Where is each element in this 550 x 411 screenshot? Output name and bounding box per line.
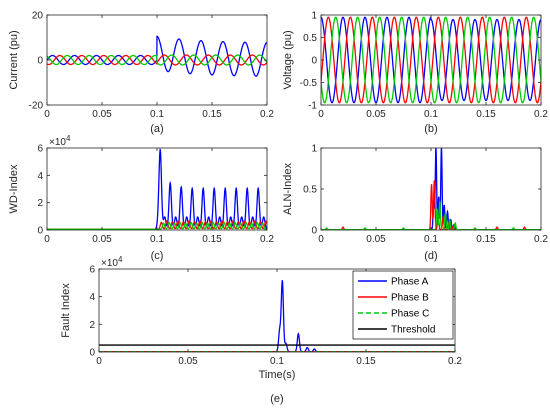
legend: Phase A Phase B Phase C Threshold <box>352 270 454 340</box>
series-line-1 <box>321 180 541 230</box>
subplot-caption: (e) <box>270 393 283 405</box>
x-tick-label: 0 <box>318 234 324 245</box>
x-tick-label: 0.05 <box>92 234 112 245</box>
x-tick-label: 0.2 <box>448 356 462 367</box>
y-tick-label: 6 <box>37 144 43 155</box>
x-tick-label: 0.1 <box>424 234 438 245</box>
y-tick-label: 20 <box>32 11 44 22</box>
y-tick-label: 4 <box>37 171 43 182</box>
x-tick-label: 0.2 <box>534 109 548 120</box>
x-tick-label: 0.15 <box>476 109 496 120</box>
y-tick-label: 0 <box>311 226 317 237</box>
series-group <box>47 35 267 77</box>
legend-entry: Phase C <box>391 309 429 320</box>
y-axis-label: Fault Index <box>60 283 72 338</box>
y-tick-label: 1 <box>311 11 317 22</box>
y-tick-label: 0.5 <box>303 33 317 44</box>
y-tick-label: 0 <box>37 56 43 67</box>
y-exponent-label: ×104 <box>49 134 71 148</box>
y-tick-label: 0.5 <box>303 185 317 196</box>
x-tick-label: 0.1 <box>150 109 164 120</box>
series-line-2 <box>47 54 267 66</box>
x-tick-label: 0.05 <box>92 109 112 120</box>
y-tick-label: 0 <box>89 348 95 359</box>
x-tick-label: 0.05 <box>366 109 386 120</box>
subplot-b: 0 0.05 0.1 0.15 0.2 -1 -0.5 0 0.5 1 Voltage (pu) (b… <box>282 11 548 136</box>
y-tick-label: 1 <box>311 144 317 155</box>
x-tick-label: 0.1 <box>150 234 164 245</box>
series-line-0 <box>47 35 267 77</box>
subplot-d: 0 0.05 0.1 0.15 0.2 0 0.5 1 ALN-Index (d) <box>282 144 548 263</box>
y-tick-label: 0 <box>37 226 43 237</box>
x-tick-label: 0 <box>44 234 50 245</box>
x-tick-label: 0.2 <box>534 234 548 245</box>
y-exponent-label: ×104 <box>101 255 123 269</box>
x-tick-label: 0 <box>44 109 50 120</box>
x-tick-label: 0.15 <box>476 234 496 245</box>
y-tick-label: -1 <box>308 101 317 112</box>
y-axis-label: WD-Index <box>8 164 20 213</box>
y-axis-label: Current (pu) <box>8 30 20 89</box>
x-tick-label: 0.15 <box>356 356 376 367</box>
y-tick-label: 2 <box>37 198 43 209</box>
subplot-caption: (d) <box>424 250 437 262</box>
series-line-1 <box>321 16 541 104</box>
x-tick-label: 0.05 <box>366 234 386 245</box>
x-tick-label: 0.05 <box>178 356 198 367</box>
y-tick-label: 6 <box>89 265 95 276</box>
series-group <box>321 148 541 230</box>
legend-box <box>352 270 454 340</box>
x-tick-label: 0.2 <box>260 109 274 120</box>
y-tick-label: -0.5 <box>300 78 318 89</box>
y-axis-label: Voltage (pu) <box>282 30 294 89</box>
subplot-caption: (a) <box>150 123 163 135</box>
series-group <box>321 15 541 104</box>
y-axis-label: ALN-Index <box>282 163 294 215</box>
legend-entry: Phase A <box>391 277 429 288</box>
x-tick-label: 0.1 <box>424 109 438 120</box>
x-tick-label: 0.1 <box>270 356 284 367</box>
x-tick-label: 0 <box>318 109 324 120</box>
y-tick-label: -20 <box>29 101 44 112</box>
series-line-0 <box>47 148 267 230</box>
subplot-c: 0 0.05 0.1 0.15 0.2 0 2 4 6 ×104 WD-Index (c) <box>8 134 274 262</box>
x-tick-label: 0.15 <box>202 234 222 245</box>
legend-entry: Threshold <box>391 325 435 336</box>
x-tick-label: 0.2 <box>260 234 274 245</box>
axes-box <box>320 14 542 106</box>
series-group <box>47 148 267 230</box>
series-line-2 <box>321 16 541 104</box>
y-tick-label: 0 <box>311 56 317 67</box>
x-tick-label: 0 <box>96 356 102 367</box>
x-axis-label: Time(s) <box>259 369 296 381</box>
subplot-caption: (b) <box>424 123 437 135</box>
subplot-caption: (c) <box>151 250 164 262</box>
y-tick-label: 4 <box>89 292 95 303</box>
x-tick-label: 0.15 <box>202 109 222 120</box>
subplot-e: 0 0.05 0.1 0.15 0.2 0 2 4 6 ×104 Fault Index Time(s… <box>60 255 462 405</box>
legend-entry: Phase B <box>391 293 429 304</box>
y-tick-label: 2 <box>89 320 95 331</box>
series-line-0 <box>321 15 541 104</box>
